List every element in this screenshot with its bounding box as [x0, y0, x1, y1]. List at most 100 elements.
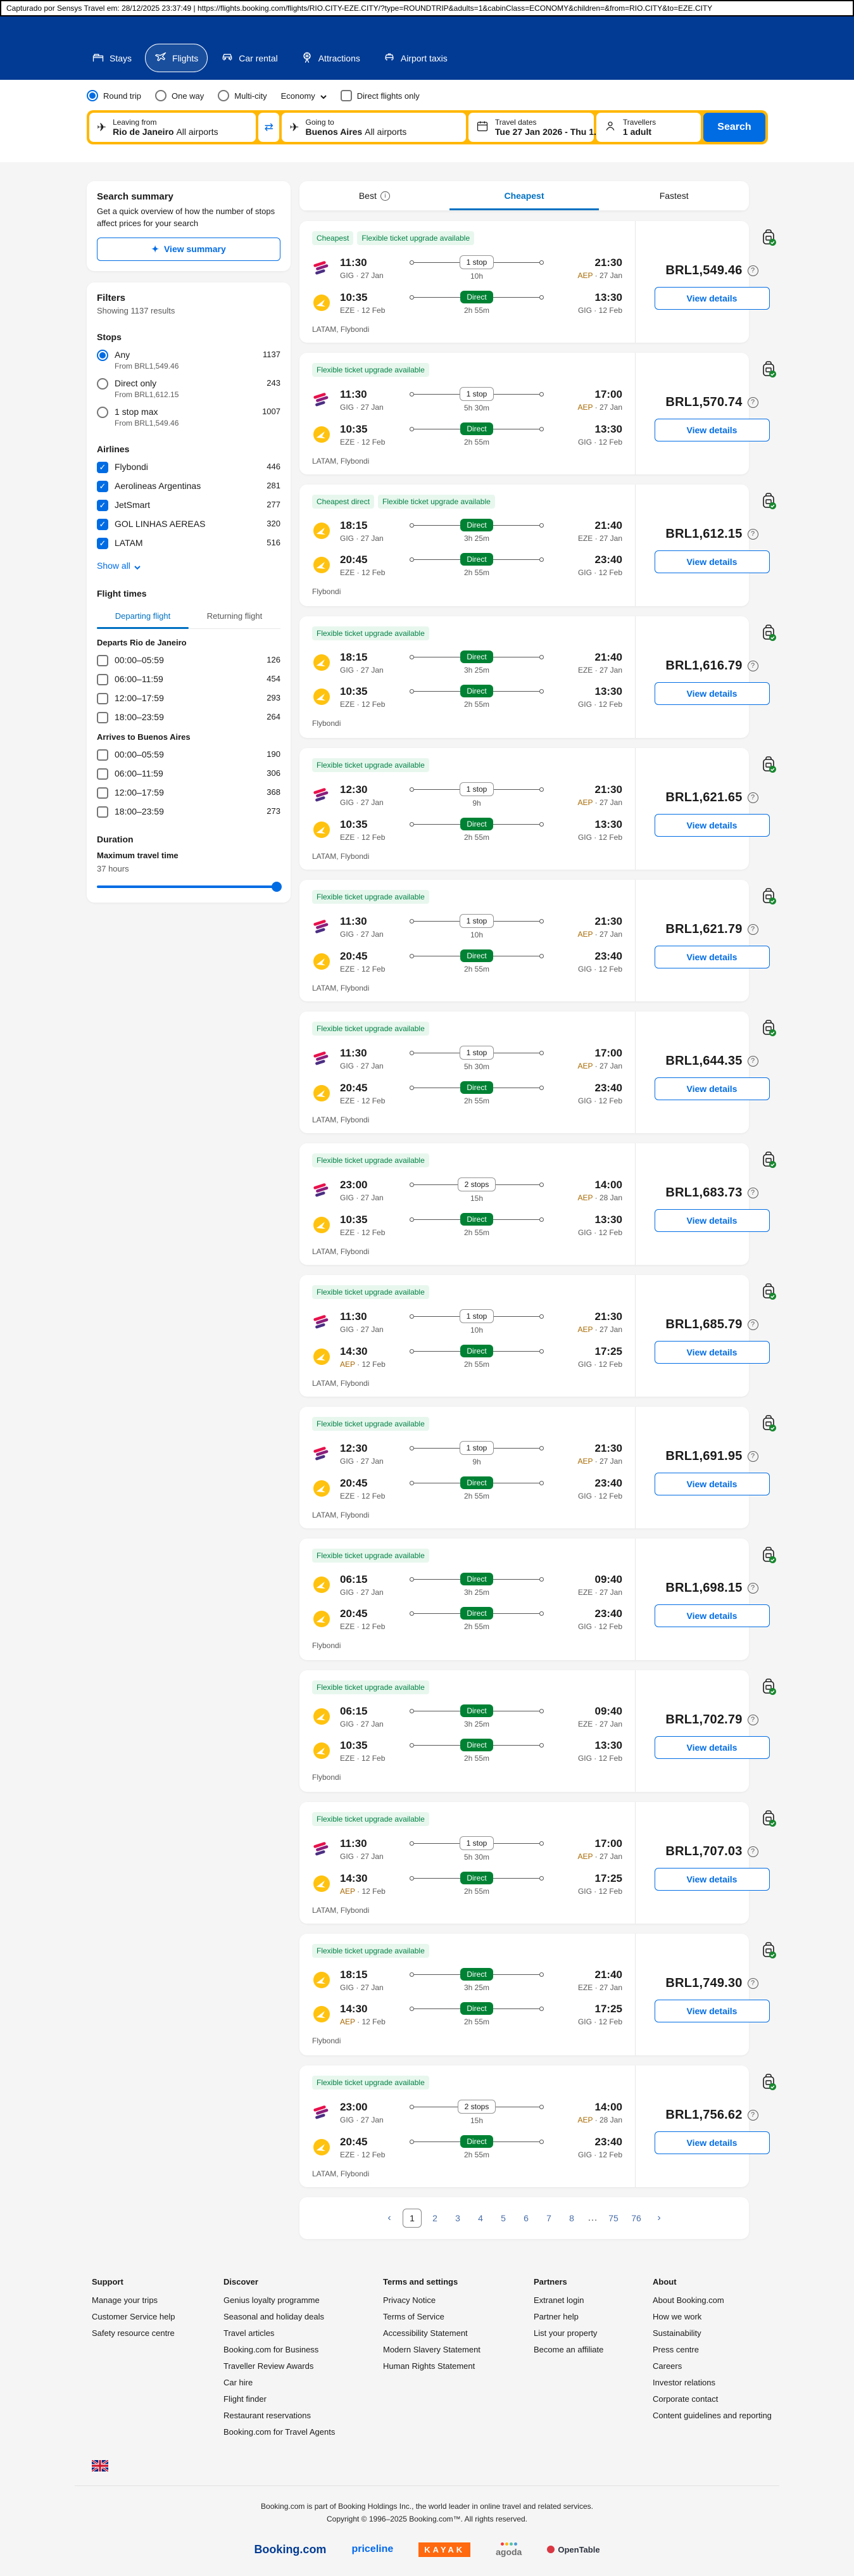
price-info-icon[interactable]: ? — [747, 528, 758, 540]
footer-link-flight-finder[interactable]: Flight finder — [223, 2394, 267, 2404]
footer-link-safety-resource-centre[interactable]: Safety resource centre — [92, 2328, 175, 2338]
footer-link-corporate-contact[interactable]: Corporate contact — [653, 2394, 719, 2404]
footer-link-modern-slavery-statement[interactable]: Modern Slavery Statement — [383, 2345, 480, 2354]
footer-link-content-guidelines-and-reporting[interactable]: Content guidelines and reporting — [653, 2411, 772, 2420]
footer-link-accessibility-statement[interactable]: Accessibility Statement — [383, 2328, 468, 2338]
page-button-6[interactable]: 6 — [524, 2213, 529, 2223]
price-info-icon[interactable]: ? — [747, 397, 758, 408]
price-info-icon[interactable]: ? — [747, 1846, 758, 1857]
view-details-button[interactable]: View details — [654, 682, 770, 705]
footer-link-travel-articles[interactable]: Travel articles — [223, 2328, 275, 2338]
nav-item-attractions[interactable]: Attractions — [291, 44, 370, 72]
view-details-button[interactable]: View details — [654, 550, 770, 573]
view-details-button[interactable]: View details — [654, 2131, 770, 2154]
footer-link-press-centre[interactable]: Press centre — [653, 2345, 699, 2354]
view-details-button[interactable]: View details — [654, 945, 770, 968]
footer-link-traveller-review-awards[interactable]: Traveller Review Awards — [223, 2361, 314, 2371]
page-button-75[interactable]: 75 — [608, 2213, 619, 2223]
price-info-icon[interactable]: ? — [747, 1055, 758, 1067]
trip-type-multi-city[interactable]: Multi-city — [218, 90, 267, 101]
brand-logo-opentable[interactable]: OpenTable — [547, 2545, 600, 2554]
view-details-button[interactable]: View details — [654, 1472, 770, 1495]
trip-type-round-trip[interactable]: Round trip — [87, 90, 141, 101]
footer-link-booking-com-for-business[interactable]: Booking.com for Business — [223, 2345, 319, 2354]
footer-link-genius-loyalty-programme[interactable]: Genius loyalty programme — [223, 2295, 320, 2305]
direct-flights-only-checkbox[interactable]: Direct flights only — [340, 90, 420, 101]
swap-destinations-button[interactable]: ⇄ — [258, 113, 280, 142]
footer-link-list-your-property[interactable]: List your property — [534, 2328, 598, 2338]
next-page-button[interactable]: › — [657, 2212, 661, 2223]
price-info-icon[interactable]: ? — [747, 1582, 758, 1594]
page-button-76[interactable]: 76 — [631, 2213, 641, 2223]
view-details-button[interactable]: View details — [654, 1077, 770, 1100]
nav-item-car-rental[interactable]: Car rental — [211, 44, 287, 72]
stops-option-1-stop-max[interactable]: 1 stop max From BRL1,549.46 1007 — [97, 406, 280, 428]
view-details-button[interactable]: View details — [654, 1604, 770, 1627]
footer-link-investor-relations[interactable]: Investor relations — [653, 2378, 715, 2387]
view-details-button[interactable]: View details — [654, 813, 770, 837]
travellers-field[interactable]: Travellers 1 adult — [596, 113, 701, 142]
price-info-icon[interactable]: ? — [747, 2109, 758, 2121]
price-info-icon[interactable]: ? — [747, 1187, 758, 1198]
sort-tab-cheapest[interactable]: Cheapest — [449, 181, 600, 211]
page-button-7[interactable]: 7 — [546, 2213, 551, 2223]
airline-option-jetsmart[interactable]: ✓ JetSmart 277 — [97, 499, 280, 511]
sort-tab-best[interactable]: Best i — [299, 181, 449, 211]
view-details-button[interactable]: View details — [654, 418, 770, 441]
brand-logo-priceline[interactable]: priceline — [351, 2544, 394, 2555]
view-details-button[interactable]: View details — [654, 1209, 770, 1232]
tab-departing-flight[interactable]: Departing flight — [97, 605, 189, 629]
price-info-icon[interactable]: ? — [747, 792, 758, 803]
flight-time-option[interactable]: 18:00–23:59 273 — [97, 806, 280, 818]
airline-option-latam[interactable]: ✓ LATAM 516 — [97, 537, 280, 549]
view-details-button[interactable]: View details — [654, 1999, 770, 2022]
page-button-4[interactable]: 4 — [478, 2213, 483, 2223]
price-info-icon[interactable]: ? — [747, 1714, 758, 1725]
slider-handle[interactable] — [272, 881, 282, 892]
page-button-3[interactable]: 3 — [455, 2213, 460, 2223]
flight-time-option[interactable]: 12:00–17:59 293 — [97, 692, 280, 704]
view-details-button[interactable]: View details — [654, 1867, 770, 1891]
sort-tab-fastest[interactable]: Fastest — [599, 181, 749, 211]
footer-link-human-rights-statement[interactable]: Human Rights Statement — [383, 2361, 475, 2371]
nav-item-airport-taxis[interactable]: Airport taxis — [374, 44, 457, 72]
nav-item-flights[interactable]: Flights — [145, 44, 208, 72]
view-details-button[interactable]: View details — [654, 1340, 770, 1364]
view-summary-button[interactable]: ✦ View summary — [97, 237, 280, 261]
footer-link-how-we-work[interactable]: How we work — [653, 2312, 702, 2321]
footer-link-customer-service-help[interactable]: Customer Service help — [92, 2312, 175, 2321]
nav-item-stays[interactable]: Stays — [82, 44, 141, 72]
footer-link-sustainability[interactable]: Sustainability — [653, 2328, 701, 2338]
footer-link-extranet-login[interactable]: Extranet login — [534, 2295, 584, 2305]
trip-type-one-way[interactable]: One way — [154, 90, 204, 101]
view-details-button[interactable]: View details — [654, 1735, 770, 1759]
price-info-icon[interactable]: ? — [747, 660, 758, 671]
flight-time-option[interactable]: 00:00–05:59 126 — [97, 654, 280, 666]
airline-option-gol-linhas-aereas[interactable]: ✓ GOL LINHAS AEREAS 320 — [97, 518, 280, 530]
footer-link-booking-com-for-travel-agents[interactable]: Booking.com for Travel Agents — [223, 2427, 336, 2437]
price-info-icon[interactable]: ? — [747, 265, 758, 276]
stops-option-direct-only[interactable]: Direct only From BRL1,612.15 243 — [97, 378, 280, 399]
going-to-field[interactable]: ✈ Going to Buenos Aires All airports — [282, 113, 466, 142]
airline-option-aerolineas-argentinas[interactable]: ✓ Aerolineas Argentinas 281 — [97, 480, 280, 492]
cabin-class-dropdown[interactable]: Economy — [281, 91, 327, 101]
search-button[interactable]: Search — [703, 113, 765, 142]
view-details-button[interactable]: View details — [654, 286, 770, 310]
tab-returning-flight[interactable]: Returning flight — [206, 611, 263, 621]
leaving-from-field[interactable]: ✈ Leaving from Rio de Janeiro All airpor… — [89, 113, 256, 142]
footer-link-car-hire[interactable]: Car hire — [223, 2378, 253, 2387]
page-button-2[interactable]: 2 — [432, 2213, 437, 2223]
uk-flag-icon[interactable] — [91, 2459, 109, 2473]
footer-link-terms-of-service[interactable]: Terms of Service — [383, 2312, 444, 2321]
brand-logo-agoda[interactable]: agoda — [496, 2542, 522, 2557]
footer-link-become-an-affiliate[interactable]: Become an affiliate — [534, 2345, 604, 2354]
page-button-1[interactable]: 1 — [403, 2209, 422, 2228]
price-info-icon[interactable]: ? — [747, 1450, 758, 1462]
flight-time-option[interactable]: 12:00–17:59 368 — [97, 787, 280, 799]
footer-link-careers[interactable]: Careers — [653, 2361, 682, 2371]
show-all-airlines-link[interactable]: Show all — [97, 561, 141, 571]
page-button-5[interactable]: 5 — [501, 2213, 506, 2223]
page-button-8[interactable]: 8 — [569, 2213, 574, 2223]
previous-page-button[interactable]: ‹ — [387, 2212, 391, 2223]
price-info-icon[interactable]: ? — [747, 1977, 758, 1989]
